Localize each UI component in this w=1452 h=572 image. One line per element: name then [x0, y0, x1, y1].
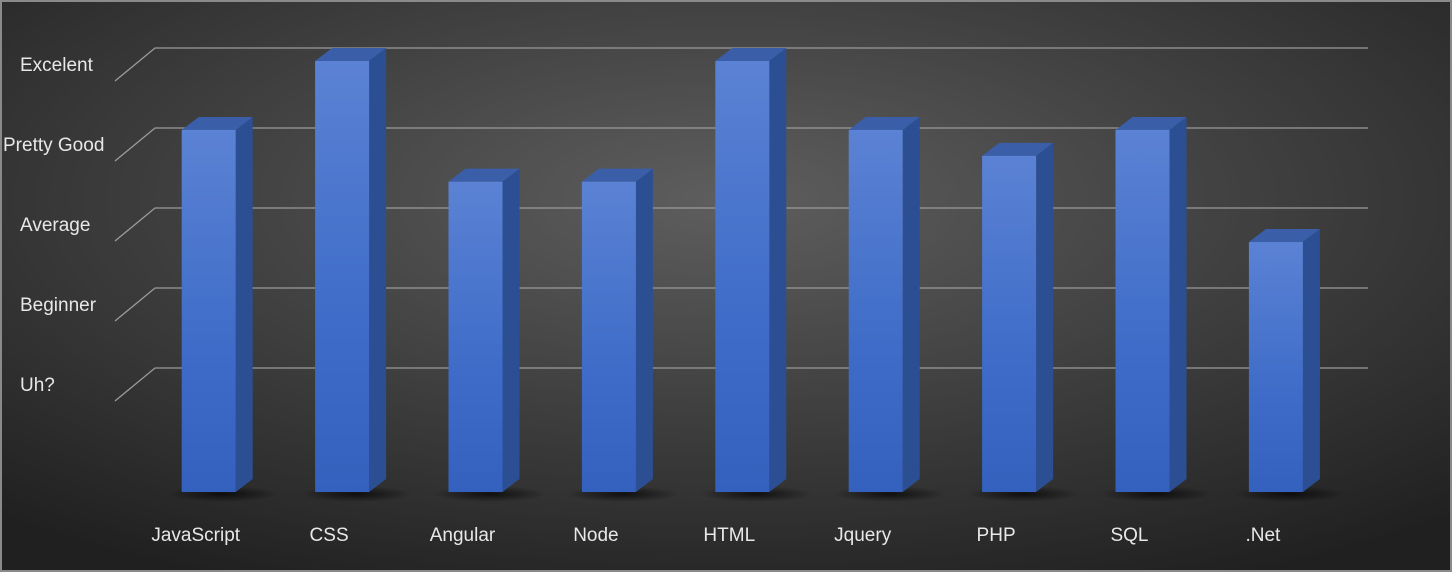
- x-tick-label: CSS: [310, 525, 349, 546]
- bar: [315, 61, 370, 492]
- bar: [848, 129, 903, 492]
- grid-line: [114, 127, 1368, 162]
- y-tick-label: Average: [20, 215, 90, 236]
- bar: [1248, 242, 1303, 492]
- bar-side: [635, 168, 653, 492]
- bar: [982, 155, 1037, 492]
- bar-side: [902, 116, 920, 493]
- bar-side: [235, 116, 253, 493]
- bar-side: [1036, 142, 1054, 492]
- bar-top: [982, 142, 1054, 156]
- bar-side: [1302, 229, 1320, 492]
- x-tick-label: JavaScript: [151, 525, 240, 546]
- bar-top: [581, 168, 653, 182]
- bar-top: [715, 48, 787, 61]
- bar-top: [315, 48, 387, 61]
- bar-top: [448, 168, 520, 182]
- bar-side: [1169, 116, 1187, 493]
- x-tick-label: Jquery: [834, 525, 892, 546]
- bar: [1115, 129, 1170, 492]
- bar-top: [1248, 229, 1320, 243]
- x-tick-label: Node: [573, 525, 618, 546]
- bar: [181, 129, 236, 492]
- bar-side: [769, 48, 787, 492]
- grid-line: [114, 207, 1368, 242]
- bar-top: [1115, 116, 1187, 130]
- x-tick-label: Angular: [430, 525, 496, 546]
- bar: [715, 61, 770, 492]
- grid-line: [114, 367, 1368, 402]
- x-tick-label: PHP: [977, 525, 1016, 546]
- bar-side: [369, 48, 387, 492]
- y-tick-label: Excelent: [20, 55, 94, 76]
- bar-top: [181, 116, 253, 130]
- grid-line: [114, 47, 1368, 82]
- bar-top: [848, 116, 920, 130]
- y-tick-label: Beginner: [20, 295, 97, 316]
- bar-side: [502, 168, 520, 492]
- bar: [581, 181, 636, 492]
- bar: [448, 181, 503, 492]
- x-tick-label: SQL: [1110, 525, 1148, 546]
- y-tick-label: Uh?: [20, 375, 55, 396]
- x-tick-label: HTML: [703, 525, 755, 546]
- y-tick-label: Pretty Good: [3, 135, 104, 156]
- x-tick-label: .Net: [1245, 525, 1281, 546]
- grid-line: [114, 287, 1368, 322]
